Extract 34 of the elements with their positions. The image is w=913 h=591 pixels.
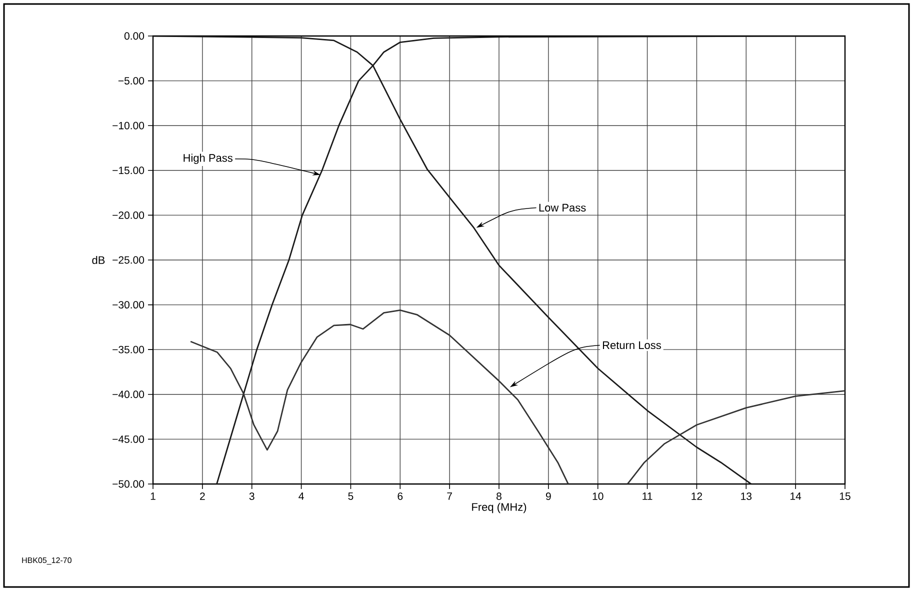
y-tick-label: −35.00 [112,346,144,354]
x-tick-label: 8 [496,492,502,500]
annotation: Return Loss [602,341,661,350]
x-tick-label: 7 [447,492,452,500]
y-tick-label: −30.00 [112,301,144,309]
x-tick-label: 14 [790,492,802,500]
y-tick-label: −25.00 [112,256,144,264]
x-tick-label: 15 [840,492,850,500]
y-tick-label: −15.00 [112,166,144,174]
annotation: High Pass [184,154,232,164]
x-axis-title: Freq (MHz) [472,502,526,514]
y-tick-label: −10.00 [112,122,144,130]
x-tick-label: 1 [150,492,156,500]
y-tick-label: −50.00 [112,480,144,488]
x-tick-label: 3 [249,492,254,500]
annotation: Low Pass [539,204,586,212]
x-tick-label: 6 [398,492,403,500]
x-tick-label: 9 [546,492,551,500]
x-tick-label: 2 [200,492,205,500]
text: HBK05_12-70 [22,557,72,565]
x-tick-label: 12 [692,492,702,500]
y-tick-label: −40.00 [112,390,144,398]
y-tick-label: −20.00 [112,211,144,219]
y-axis-title: dB [92,256,105,264]
x-tick-label: 11 [642,492,652,500]
y-tick-label: −5.00 [118,77,144,85]
x-tick-label: 4 [298,492,304,500]
x-tick-label: 10 [592,492,604,500]
y-tick-label: −45.00 [112,435,144,443]
line-series [190,309,569,484]
y-tick-label: 0.00 [124,32,144,40]
line-series [626,390,845,484]
x-tick-label: 13 [741,492,752,500]
x-tick-label: 5 [348,492,354,500]
